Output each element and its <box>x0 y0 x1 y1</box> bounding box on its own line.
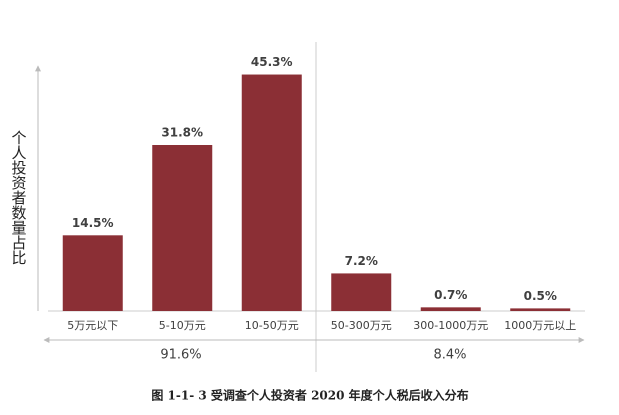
bar <box>331 273 392 311</box>
x-tick-label: 300-1000万元 <box>413 319 488 332</box>
x-tick-label: 50-300万元 <box>331 319 392 332</box>
x-tick-label: 10-50万元 <box>245 319 299 332</box>
x-tick-label: 5万元以下 <box>67 319 118 332</box>
bar <box>62 235 123 311</box>
group-label: 8.4% <box>433 348 466 363</box>
value-label: 0.7% <box>434 288 467 302</box>
value-label: 7.2% <box>345 254 378 268</box>
value-label: 45.3% <box>251 55 293 69</box>
bar <box>420 307 481 311</box>
value-label: 0.5% <box>524 289 557 303</box>
value-label: 31.8% <box>161 126 203 140</box>
bar <box>241 74 302 311</box>
value-label: 14.5% <box>72 216 114 230</box>
bar <box>510 308 571 311</box>
x-tick-label: 1000万元以上 <box>504 319 576 332</box>
caption: 图 1-1- 3 受调查个人投资者 2020 年度个人税后收入分布 <box>151 388 468 403</box>
x-tick-label: 5-10万元 <box>159 319 206 332</box>
group-label: 91.6% <box>160 348 201 363</box>
bar <box>152 145 213 311</box>
y-axis-label: 个人投资者数量占比 <box>10 130 28 265</box>
